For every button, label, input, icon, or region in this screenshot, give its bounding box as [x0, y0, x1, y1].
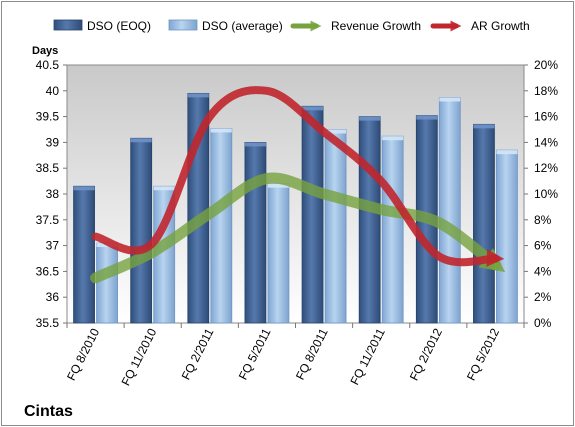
company-name: Cintas — [24, 403, 73, 420]
x-tick-label: FQ 11/2011 — [347, 326, 388, 388]
legend-swatch — [53, 19, 83, 31]
bar-dso-eoq — [473, 123, 495, 324]
bar-cap — [210, 128, 232, 133]
bar-cap — [496, 150, 518, 155]
x-tick-label: FQ 2/2011 — [179, 326, 217, 382]
ar-growth-line — [91, 86, 505, 267]
bar-cap — [153, 186, 175, 191]
y2-tick-label: 2% — [534, 290, 552, 304]
y-axis-label: Days — [32, 45, 58, 57]
bar-dso-average — [381, 135, 404, 324]
bar-cap — [302, 106, 324, 111]
bar-cap — [473, 124, 495, 129]
y2-tick-label: 12% — [534, 161, 558, 175]
y-tick-label: 39 — [46, 135, 60, 149]
legend-revenue-growth: Revenue Growth — [290, 19, 421, 33]
bars-layer — [73, 92, 518, 324]
legend-dso-eoq: DSO (EOQ) — [53, 19, 151, 33]
y-tick-label: 37 — [46, 239, 60, 253]
bar-cap — [359, 116, 381, 121]
x-tick-label: FQ 2/2012 — [407, 326, 445, 383]
y-tick-label: 38 — [46, 187, 60, 201]
y-tick-label: 37.5 — [36, 213, 60, 227]
bar-cap — [130, 138, 152, 143]
x-tick-label: FQ 11/2010 — [119, 326, 160, 388]
x-tick-label: FQ 8/2010 — [64, 326, 102, 383]
bar-dso-eoq — [130, 137, 153, 324]
bar-dso-eoq — [358, 116, 381, 324]
bar-dso-average — [210, 128, 233, 324]
y2-tick-label: 16% — [534, 110, 558, 124]
bar-cap — [382, 136, 404, 141]
y2-tick-label: 8% — [534, 213, 552, 227]
y2-tick-label: 20% — [534, 58, 558, 72]
legend-label: DSO (EOQ) — [87, 19, 151, 33]
bar-dso-average — [496, 149, 518, 324]
x-tick-label: FQ 8/2011 — [293, 326, 331, 382]
bar-dso-eoq — [244, 141, 267, 324]
revenue-growth-line — [90, 172, 506, 284]
bar-cap — [439, 97, 461, 102]
legend-ar-growth: AR Growth — [430, 19, 530, 33]
bar-dso-average — [324, 129, 347, 324]
y2-tick-label: 4% — [534, 264, 552, 278]
legend-label: Revenue Growth — [331, 19, 421, 33]
bar-cap — [416, 115, 438, 120]
bar-dso-average — [438, 97, 461, 324]
bar-dso-eoq — [301, 105, 324, 324]
y2-tick-label: 6% — [534, 239, 552, 253]
legend-label: AR Growth — [471, 19, 530, 33]
y-tick-label: 40 — [46, 84, 60, 98]
y-tick-label: 40.5 — [36, 58, 60, 72]
legend-swatch — [168, 19, 198, 31]
y2-tick-label: 14% — [534, 135, 558, 149]
x-tick-label: FQ 5/2011 — [236, 326, 274, 382]
y-tick-label: 39.5 — [36, 110, 60, 124]
bar-cap — [267, 183, 289, 188]
bar-cap — [187, 93, 209, 98]
bar-dso-eoq — [73, 185, 95, 324]
y-tick-label: 35.5 — [36, 316, 60, 330]
y2-tick-label: 10% — [534, 187, 558, 201]
bar-cap — [325, 129, 347, 134]
legend: DSO (EOQ) DSO (average) Revenue Growth AR G… — [53, 19, 530, 33]
legend-dso-average: DSO (average) — [168, 19, 283, 33]
lines-layer — [90, 86, 506, 284]
x-tick-label: FQ 5/2012 — [464, 326, 502, 383]
y-tick-label: 36.5 — [36, 264, 60, 278]
bar-cap — [244, 142, 266, 147]
bar-cap — [73, 186, 95, 191]
y2-tick-label: 18% — [534, 84, 558, 98]
y-tick-label: 38.5 — [36, 161, 60, 175]
y2-tick-label: 0% — [534, 316, 552, 330]
y-tick-label: 36 — [46, 290, 60, 304]
bar-dso-average — [267, 183, 290, 324]
legend-label: DSO (average) — [202, 19, 283, 33]
bar-dso-average — [96, 242, 118, 324]
